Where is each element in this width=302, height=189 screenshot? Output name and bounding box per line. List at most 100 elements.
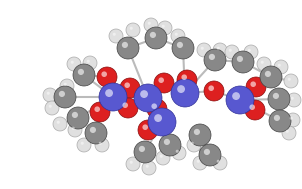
Circle shape	[208, 85, 214, 91]
Circle shape	[197, 160, 200, 163]
Circle shape	[90, 127, 96, 133]
Circle shape	[217, 160, 220, 163]
Circle shape	[90, 102, 110, 122]
Circle shape	[49, 105, 52, 108]
Circle shape	[158, 21, 172, 35]
Circle shape	[45, 101, 59, 115]
Circle shape	[113, 33, 116, 36]
Circle shape	[154, 114, 162, 122]
Circle shape	[81, 142, 84, 145]
Circle shape	[232, 51, 254, 73]
Circle shape	[182, 74, 187, 80]
Circle shape	[248, 49, 251, 52]
Circle shape	[143, 124, 148, 130]
Circle shape	[290, 117, 293, 120]
Circle shape	[67, 107, 89, 129]
Circle shape	[194, 129, 200, 135]
Circle shape	[213, 156, 227, 170]
Circle shape	[177, 42, 183, 48]
Circle shape	[291, 97, 294, 100]
Circle shape	[148, 108, 176, 136]
Circle shape	[126, 157, 140, 171]
Circle shape	[204, 49, 226, 71]
Circle shape	[284, 74, 298, 88]
Circle shape	[47, 92, 50, 95]
Circle shape	[193, 156, 207, 170]
Circle shape	[97, 67, 117, 87]
Circle shape	[245, 100, 265, 120]
Circle shape	[130, 27, 133, 30]
Circle shape	[226, 86, 254, 114]
Circle shape	[64, 83, 67, 86]
Circle shape	[287, 93, 301, 107]
Circle shape	[187, 138, 201, 152]
Circle shape	[134, 84, 162, 112]
Circle shape	[126, 23, 140, 37]
Circle shape	[260, 66, 282, 88]
Circle shape	[78, 69, 84, 75]
Circle shape	[95, 106, 100, 112]
Circle shape	[257, 57, 271, 71]
Circle shape	[175, 33, 178, 36]
Circle shape	[150, 32, 156, 38]
Circle shape	[59, 91, 65, 97]
Circle shape	[246, 77, 266, 97]
Circle shape	[120, 78, 140, 98]
Circle shape	[160, 155, 163, 158]
Circle shape	[162, 25, 165, 28]
Circle shape	[67, 57, 81, 71]
Circle shape	[95, 138, 109, 152]
Circle shape	[159, 134, 181, 156]
Circle shape	[53, 117, 67, 131]
Circle shape	[154, 73, 174, 93]
Circle shape	[201, 47, 204, 50]
Circle shape	[197, 43, 211, 57]
Circle shape	[151, 103, 157, 109]
Circle shape	[142, 161, 156, 175]
Circle shape	[213, 43, 227, 57]
Circle shape	[177, 70, 197, 90]
Circle shape	[71, 61, 74, 64]
Circle shape	[138, 120, 158, 140]
Circle shape	[99, 83, 127, 111]
Circle shape	[237, 56, 243, 62]
Circle shape	[250, 81, 256, 87]
Circle shape	[99, 142, 102, 145]
Circle shape	[85, 122, 107, 144]
Circle shape	[229, 49, 232, 52]
Circle shape	[244, 45, 258, 59]
Circle shape	[171, 79, 199, 107]
Circle shape	[77, 138, 91, 152]
Circle shape	[249, 104, 255, 110]
Circle shape	[140, 90, 148, 98]
Circle shape	[54, 86, 76, 108]
Circle shape	[269, 110, 291, 132]
Circle shape	[73, 64, 95, 86]
Circle shape	[278, 64, 281, 67]
Circle shape	[232, 92, 240, 100]
Circle shape	[288, 78, 291, 81]
Circle shape	[199, 144, 221, 166]
Circle shape	[204, 81, 224, 101]
Circle shape	[105, 89, 113, 97]
Circle shape	[273, 93, 279, 99]
Circle shape	[72, 127, 75, 130]
Circle shape	[122, 42, 128, 48]
Circle shape	[60, 79, 74, 93]
Circle shape	[57, 121, 60, 124]
Circle shape	[286, 130, 289, 133]
Circle shape	[148, 22, 151, 25]
Circle shape	[172, 37, 194, 59]
Circle shape	[122, 102, 128, 108]
Circle shape	[268, 88, 290, 110]
Circle shape	[282, 126, 296, 140]
Circle shape	[274, 115, 280, 121]
Circle shape	[101, 71, 107, 77]
Circle shape	[156, 151, 170, 165]
Circle shape	[172, 146, 186, 160]
Circle shape	[147, 99, 167, 119]
Circle shape	[145, 27, 167, 49]
Circle shape	[274, 60, 288, 74]
Circle shape	[83, 56, 97, 70]
Circle shape	[118, 98, 138, 118]
